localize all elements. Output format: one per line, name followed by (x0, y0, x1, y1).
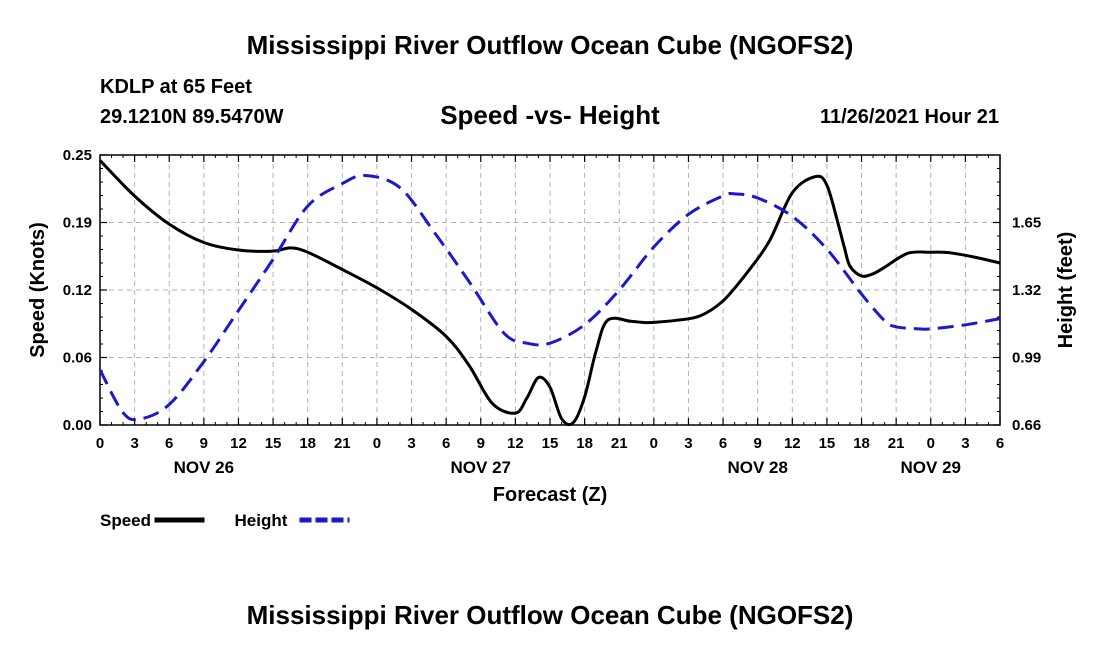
x-tick-label: 3 (130, 435, 138, 452)
x-tick-label: 12 (507, 435, 524, 452)
x-tick-label: 3 (407, 435, 415, 452)
x-tick-label: 18 (576, 435, 593, 452)
x-tick-label: 12 (230, 435, 247, 452)
series-line-height (98, 173, 1001, 422)
x-tick-label: 9 (754, 435, 762, 452)
series-line-speed (98, 159, 1001, 427)
legend-label-height: Height (235, 511, 288, 530)
legend-label-speed: Speed (100, 511, 151, 530)
day-label: NOV 29 (901, 458, 961, 477)
x-tick-label: 12 (784, 435, 801, 452)
x-tick-label: 18 (299, 435, 316, 452)
x-tick-label: 3 (961, 435, 969, 452)
x-tick-label: 0 (927, 435, 935, 452)
x-tick-label: 3 (684, 435, 692, 452)
x-tick-label: 15 (265, 435, 282, 452)
y-tick-label: 0.12 (63, 282, 92, 299)
y2-tick-label: 1.65 (1012, 215, 1041, 232)
y-tick-label: 0.19 (63, 215, 92, 232)
chart-main-title: Mississippi River Outflow Ocean Cube (NG… (246, 30, 854, 60)
x-tick-label: 9 (477, 435, 485, 452)
forecast-datetime: 11/26/2021 Hour 21 (819, 106, 999, 128)
x-tick-label: 6 (996, 435, 1004, 452)
day-label: NOV 26 (174, 458, 234, 477)
y-tick-label: 0.00 (63, 417, 92, 434)
station-label: KDLP at 65 Feet (100, 76, 252, 98)
y2-tick-label: 0.99 (1012, 350, 1041, 367)
x-tick-label: 21 (611, 435, 628, 452)
y2-tick-label: 0.66 (1012, 417, 1041, 434)
chart-bottom-title: Mississippi River Outflow Ocean Cube (NG… (246, 600, 854, 630)
y2-tick-label: 1.32 (1012, 282, 1041, 299)
x-tick-label: 21 (888, 435, 905, 452)
y-tick-label: 0.06 (63, 350, 92, 367)
x-tick-label: 6 (442, 435, 450, 452)
x-tick-label: 0 (373, 435, 381, 452)
x-tick-label: 0 (650, 435, 658, 452)
y-tick-label: 0.25 (63, 147, 92, 164)
x-axis-title: Forecast (Z) (493, 484, 607, 506)
station-coordinates: 29.1210N 89.5470W (100, 106, 284, 128)
x-tick-label: 21 (334, 435, 351, 452)
y-axis-title: Speed (Knots) (27, 222, 49, 358)
x-tick-label: 6 (719, 435, 727, 452)
x-tick-label: 9 (200, 435, 208, 452)
x-tick-label: 15 (542, 435, 559, 452)
day-label: NOV 28 (727, 458, 787, 477)
x-tick-label: 15 (819, 435, 836, 452)
day-label: NOV 27 (451, 458, 511, 477)
y2-axis-title: Height (feet) (1055, 232, 1077, 349)
x-tick-label: 18 (853, 435, 870, 452)
x-tick-label: 0 (96, 435, 104, 452)
chart-subtitle: Speed -vs- Height (440, 100, 660, 130)
x-tick-label: 6 (165, 435, 173, 452)
